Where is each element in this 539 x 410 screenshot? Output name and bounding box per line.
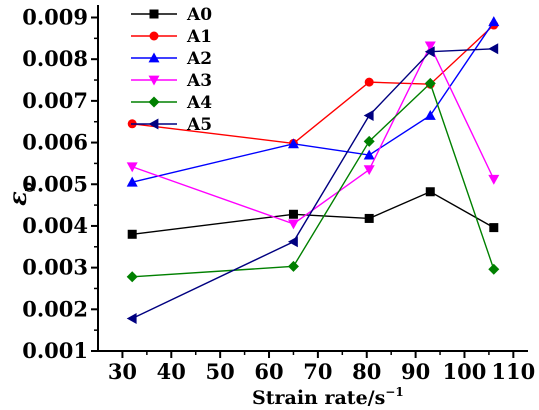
data-point — [489, 223, 499, 233]
data-point — [287, 138, 299, 149]
data-point — [363, 109, 374, 121]
legend-label: A0 — [186, 5, 212, 25]
data-point — [424, 77, 436, 89]
data-point — [127, 229, 137, 239]
x-tick-label: 30 — [108, 359, 137, 384]
y-axis-title: εp — [3, 182, 36, 206]
data-point — [424, 109, 436, 120]
legend-item-a1: A1 — [131, 27, 212, 47]
series-a3 — [126, 41, 500, 230]
x-tick-label: 50 — [206, 359, 235, 384]
x-tick-label: 80 — [352, 359, 381, 384]
y-axis-title-symbol: ε — [3, 191, 32, 206]
y-tick-label: 0.002 — [22, 296, 88, 321]
x-tick-label: 110 — [491, 359, 535, 384]
x-axis-title-main: Strain rate/s — [252, 387, 385, 409]
x-axis-title-exponent: −1 — [385, 385, 403, 399]
data-point — [488, 174, 500, 185]
y-tick-label: 0.008 — [22, 46, 88, 71]
data-point — [148, 118, 159, 130]
legend-label: A2 — [186, 49, 212, 69]
data-point — [488, 263, 500, 275]
data-point — [363, 149, 375, 160]
legend-label: A3 — [186, 71, 212, 91]
x-tick-label: 100 — [443, 359, 487, 384]
legend-item-a0: A0 — [131, 5, 212, 25]
legend-item-a2: A2 — [131, 49, 212, 69]
data-point — [149, 31, 159, 41]
series-a5 — [126, 43, 499, 324]
data-point — [148, 52, 160, 63]
series-a1 — [127, 20, 499, 148]
series-a0 — [127, 187, 499, 239]
data-point — [126, 162, 138, 173]
data-point — [364, 77, 374, 87]
y-tick-label: 0.003 — [22, 255, 88, 280]
legend-label: A1 — [186, 27, 212, 47]
data-point — [287, 236, 298, 248]
data-point — [425, 187, 435, 197]
data-point — [488, 16, 500, 27]
tick-marks — [91, 16, 515, 358]
y-tick-label: 0.004 — [22, 213, 88, 238]
y-tick-label: 0.006 — [22, 130, 88, 155]
series-a2 — [126, 16, 500, 187]
data-point — [287, 260, 299, 272]
axes — [97, 5, 528, 352]
data-point — [126, 312, 137, 324]
series-a4 — [126, 77, 500, 283]
data-point — [287, 219, 299, 230]
data-point — [363, 165, 375, 176]
legend-label: A4 — [186, 93, 212, 113]
y-axis-title-subscript: p — [21, 182, 36, 191]
x-tick-label: 90 — [401, 359, 430, 384]
data-point — [424, 41, 436, 52]
data-point — [148, 96, 160, 108]
y-tick-label: 0.001 — [22, 338, 88, 363]
legend-item-a5: A5 — [131, 115, 212, 135]
data-point — [363, 135, 375, 147]
data-point — [149, 9, 159, 19]
legend-item-a3: A3 — [131, 71, 212, 91]
x-tick-label: 40 — [157, 359, 186, 384]
data-point — [488, 43, 499, 55]
x-tick-label: 60 — [254, 359, 283, 384]
x-axis-title: Strain rate/s−1 — [252, 385, 404, 409]
y-tick-label: 0.005 — [22, 171, 88, 196]
data-point — [424, 46, 435, 58]
series-lines — [126, 16, 500, 324]
data-point — [126, 271, 138, 283]
tick-labels: 30 40 50 60 70 80 90 100 110 0.001 0.002 0.003 0.004… — [22, 5, 535, 384]
y-tick-label: 0.007 — [22, 88, 88, 113]
data-point — [126, 176, 138, 187]
legend-label: A5 — [186, 115, 212, 135]
y-tick-label: 0.009 — [22, 5, 88, 30]
data-point — [364, 213, 374, 223]
data-point — [148, 75, 160, 86]
legend-item-a4: A4 — [131, 93, 212, 113]
x-tick-label: 70 — [303, 359, 332, 384]
data-point — [288, 209, 298, 219]
series-line — [132, 190, 495, 235]
